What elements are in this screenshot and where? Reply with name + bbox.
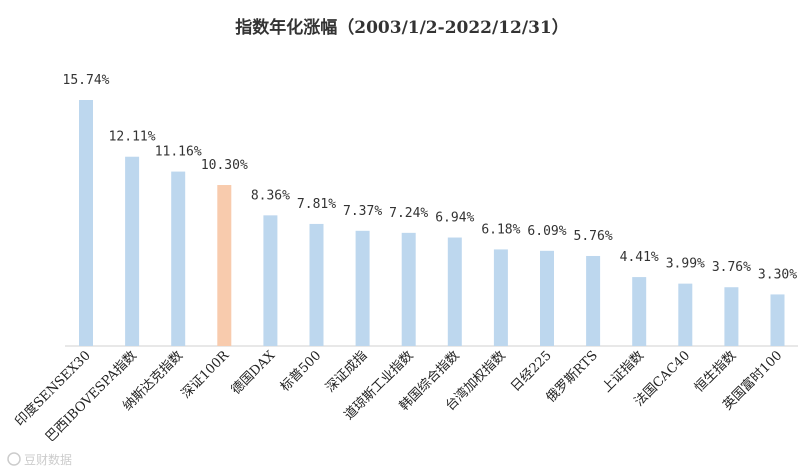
bar-14 — [724, 287, 739, 346]
value-label-11: 5.76% — [574, 229, 613, 244]
value-label-6: 7.37% — [343, 204, 382, 219]
bar-12 — [632, 277, 647, 346]
value-label-0: 15.74% — [63, 73, 110, 88]
value-label-2: 11.16% — [155, 145, 202, 160]
bar-2 — [171, 171, 186, 346]
watermark-text: 豆财数据 — [24, 452, 72, 467]
bar-1 — [125, 156, 140, 346]
value-label-4: 8.36% — [251, 188, 290, 203]
bar-6 — [355, 230, 370, 346]
value-label-14: 3.76% — [712, 260, 751, 275]
value-label-7: 7.24% — [389, 206, 428, 221]
bar-9 — [493, 249, 508, 346]
watermark-icon — [7, 452, 21, 466]
bar-0 — [79, 100, 93, 346]
category-label-1: 巴西IBOVESPA指数 — [43, 348, 140, 445]
category-label-12: 上证指数 — [600, 348, 647, 395]
value-labels-group: 15.74% 12.11%11.16%10.30%8.36% 7.81% 7.37% 7… — [63, 73, 798, 282]
value-label-1: 12.11% — [109, 130, 156, 145]
value-label-5: 7.81% — [297, 197, 336, 212]
bar-3 — [217, 185, 232, 346]
bar-5 — [309, 223, 324, 346]
value-label-15: 3.30% — [758, 267, 797, 282]
bar-11 — [586, 255, 601, 346]
category-label-3: 深证100R — [179, 347, 233, 401]
value-label-8: 6.94% — [435, 211, 474, 226]
category-label-5: 标普500 — [278, 348, 325, 395]
bar-4 — [263, 215, 278, 346]
chart-title: 指数年化涨幅（2003/1/2-2022/12/31） — [235, 17, 569, 38]
value-label-13: 3.99% — [666, 257, 705, 272]
category-label-4: 德国DAX — [229, 348, 279, 398]
value-label-12: 4.41% — [620, 250, 659, 265]
bars-group — [79, 100, 785, 346]
category-label-10: 日经225 — [508, 348, 555, 395]
bar-15 — [770, 294, 785, 346]
watermark: 豆财数据 — [7, 452, 72, 467]
bar-13 — [678, 283, 693, 346]
category-label-14: 恒生指数 — [692, 348, 739, 395]
value-label-10: 6.09% — [527, 224, 566, 239]
bar-8 — [447, 237, 462, 346]
bar-7 — [401, 232, 416, 346]
bar-10 — [540, 250, 554, 346]
category-label-6: 深证成指 — [323, 348, 370, 395]
value-label-3: 10.30% — [201, 158, 248, 173]
value-label-9: 6.18% — [481, 222, 520, 237]
